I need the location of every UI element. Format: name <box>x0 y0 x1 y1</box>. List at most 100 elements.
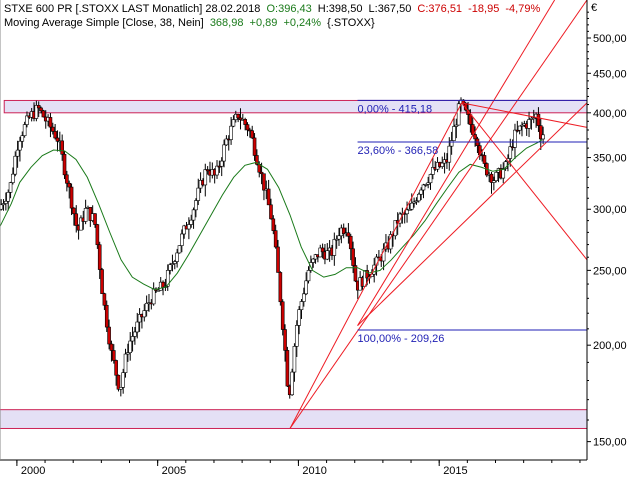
candle-bull <box>128 340 133 353</box>
legend-close: C:376,51 <box>417 3 463 15</box>
trend-line <box>289 0 588 429</box>
candle-bear <box>353 265 358 282</box>
trend-line <box>461 102 588 128</box>
candle-bear <box>341 227 346 235</box>
candle-bear <box>351 248 355 266</box>
candle-bull <box>431 167 435 175</box>
candle-bear <box>285 350 290 387</box>
candle-bull <box>203 169 208 186</box>
candle-bull <box>219 160 224 167</box>
candle-bull <box>8 182 13 193</box>
candle-bull <box>6 192 11 202</box>
candle-bull <box>123 353 128 373</box>
candle-bull <box>381 248 386 262</box>
zone-1 <box>0 409 588 429</box>
candle-bear <box>102 293 107 306</box>
legend-ma: Moving Average Simple [Close, 38, Nein] … <box>4 17 378 30</box>
candle-bull <box>121 372 125 388</box>
candle-bull <box>15 149 20 157</box>
candle-bear <box>109 343 114 351</box>
candle-bear <box>538 125 543 140</box>
candle-bear <box>238 117 243 121</box>
candle-bull <box>20 135 25 142</box>
candle-bull <box>231 119 236 127</box>
candle-bull <box>409 202 414 210</box>
candle-bull <box>421 184 426 191</box>
candle-bear <box>67 182 72 188</box>
candle-bull <box>119 387 123 390</box>
y-tick-label: 150,00 <box>593 437 627 449</box>
candle-bull <box>4 200 8 204</box>
y-tick-label: 250,00 <box>593 265 627 277</box>
candle-bull <box>215 165 219 176</box>
legend-change-pct: -4,79% <box>505 3 541 15</box>
candle-bear <box>116 374 121 390</box>
candle-bear <box>41 110 46 118</box>
candle-bull <box>25 115 29 125</box>
candle-bull <box>83 208 88 222</box>
candle-bull <box>34 105 39 119</box>
x-tick-label: 2010 <box>302 465 326 477</box>
axes: 500,00 450,00 400,00 350,00 300,00 250,00 200,… <box>0 0 627 477</box>
y-tick-label: 500,00 <box>593 33 627 45</box>
candle-bull <box>194 200 198 211</box>
candle-bull <box>144 302 149 311</box>
candle-bull <box>294 325 299 347</box>
candle-bull <box>527 119 531 129</box>
candle-bull <box>229 125 233 140</box>
y-tick-label: 200,00 <box>593 340 627 352</box>
candle-bull <box>325 250 330 260</box>
candle-bull <box>191 209 196 221</box>
candle-bear <box>69 186 74 209</box>
candle-bull <box>407 208 412 211</box>
candle-bull <box>224 138 229 146</box>
candle-bull <box>18 140 22 151</box>
candle-bull <box>126 352 130 355</box>
candle-bull <box>302 293 306 302</box>
candle-bear <box>271 218 276 231</box>
candle-bull <box>503 161 508 170</box>
candle-bear <box>489 173 494 183</box>
candle-bear <box>280 301 285 330</box>
candle-bull <box>79 217 83 231</box>
candle-bear <box>365 270 369 279</box>
moving-average-line <box>0 139 543 291</box>
candle-bear <box>269 204 273 220</box>
trend-line <box>461 102 588 261</box>
candle-bull <box>182 225 186 235</box>
candle-bear <box>72 207 76 215</box>
candle-bull <box>299 301 304 310</box>
candle-bull <box>428 174 433 184</box>
candle-bear <box>62 153 67 176</box>
candle-bull <box>222 144 226 162</box>
y-tick-label: 300,00 <box>593 204 627 216</box>
currency-label: € <box>591 2 597 14</box>
candle-bear <box>205 169 210 172</box>
candle-bear <box>278 272 283 303</box>
zone-0 <box>3 99 588 114</box>
candle-bull <box>189 219 194 225</box>
fib-level-label: 23,60% - 366,58 <box>358 145 439 157</box>
candle-bull <box>334 238 339 241</box>
legend-price-name: STXE 600 PR [.STOXX LAST Monatlich] 28.0… <box>4 3 261 15</box>
candle-bull <box>454 124 459 127</box>
candle-bear <box>515 129 520 132</box>
trend-line <box>289 102 463 429</box>
candle-bull <box>22 124 27 136</box>
candle-bull <box>440 162 445 167</box>
candle-bear <box>55 137 60 142</box>
candle-bear <box>74 213 79 226</box>
y-tick-label: 350,00 <box>593 153 627 165</box>
candle-bear <box>482 155 487 164</box>
fibonacci-levels: 0,00% - 415,18 23,60% - 366,58 100,00% - 2… <box>357 99 587 345</box>
candle-bull <box>416 193 421 202</box>
candle-bull <box>13 155 18 175</box>
candle-bear <box>259 171 264 175</box>
legend-price: STXE 600 PR [.STOXX LAST Monatlich] 28.0… <box>4 3 543 16</box>
candle-bear <box>276 246 280 273</box>
candle-bull <box>492 180 496 183</box>
candle-bear <box>53 131 57 139</box>
candle-bull <box>175 252 179 262</box>
candle-bull <box>165 270 170 287</box>
